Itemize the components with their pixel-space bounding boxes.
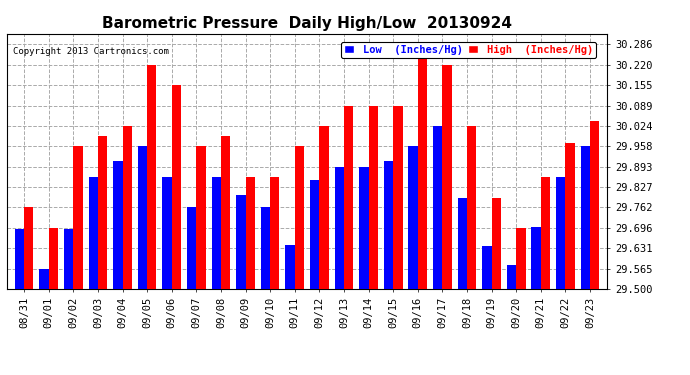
Bar: [310, 180, 319, 289]
Bar: [49, 228, 58, 289]
Bar: [172, 85, 181, 289]
Bar: [408, 146, 417, 289]
Bar: [590, 121, 600, 289]
Bar: [221, 136, 230, 289]
Bar: [359, 166, 368, 289]
Bar: [433, 126, 442, 289]
Bar: [113, 161, 123, 289]
Bar: [236, 195, 246, 289]
Bar: [261, 207, 270, 289]
Bar: [384, 161, 393, 289]
Bar: [368, 106, 378, 289]
Bar: [212, 177, 221, 289]
Bar: [187, 207, 197, 289]
Bar: [565, 143, 575, 289]
Bar: [442, 65, 452, 289]
Bar: [88, 177, 98, 289]
Bar: [457, 198, 467, 289]
Bar: [335, 166, 344, 289]
Text: Copyright 2013 Cartronics.com: Copyright 2013 Cartronics.com: [13, 46, 169, 56]
Bar: [417, 44, 427, 289]
Bar: [286, 245, 295, 289]
Bar: [123, 126, 132, 289]
Bar: [319, 126, 328, 289]
Bar: [197, 146, 206, 289]
Bar: [541, 177, 550, 289]
Bar: [556, 177, 565, 289]
Bar: [270, 177, 279, 289]
Bar: [531, 226, 541, 289]
Bar: [246, 177, 255, 289]
Bar: [344, 106, 353, 289]
Bar: [516, 228, 526, 289]
Bar: [162, 177, 172, 289]
Bar: [580, 146, 590, 289]
Bar: [491, 198, 501, 289]
Legend: Low  (Inches/Hg), High  (Inches/Hg): Low (Inches/Hg), High (Inches/Hg): [341, 42, 596, 58]
Bar: [73, 146, 83, 289]
Bar: [64, 229, 73, 289]
Bar: [24, 207, 34, 289]
Bar: [393, 106, 402, 289]
Bar: [39, 268, 49, 289]
Bar: [138, 146, 147, 289]
Bar: [482, 246, 491, 289]
Bar: [147, 65, 157, 289]
Bar: [295, 146, 304, 289]
Title: Barometric Pressure  Daily High/Low  20130924: Barometric Pressure Daily High/Low 20130…: [102, 16, 512, 31]
Bar: [507, 266, 516, 289]
Bar: [98, 136, 107, 289]
Bar: [14, 229, 24, 289]
Bar: [467, 126, 476, 289]
